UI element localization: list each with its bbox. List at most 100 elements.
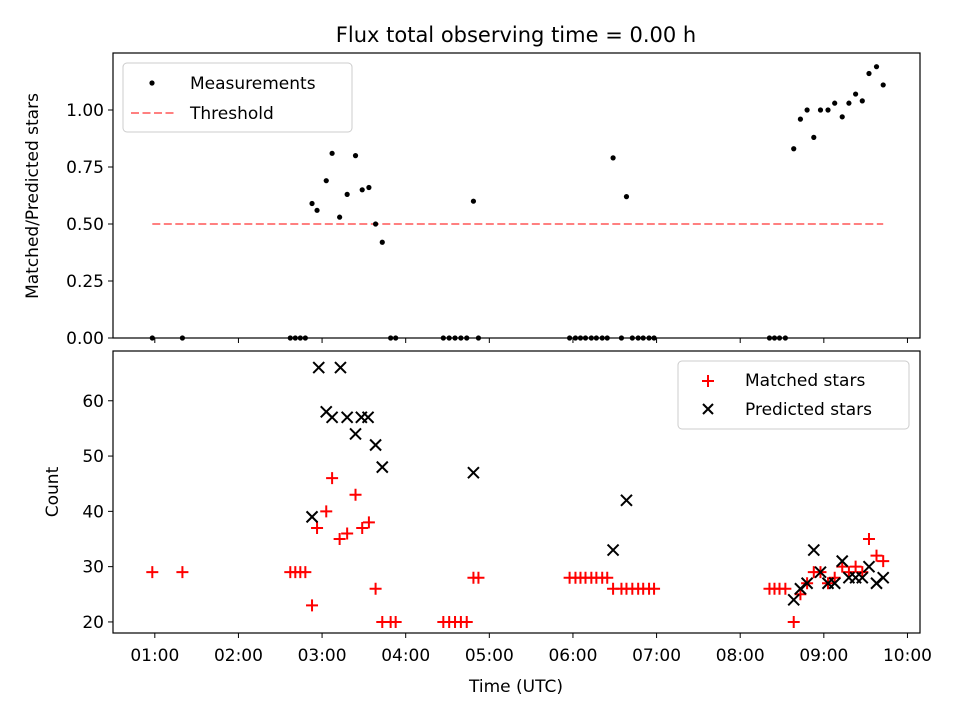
matched-star-point <box>320 505 333 518</box>
predicted-star-point <box>312 361 325 374</box>
predicted-star-point <box>334 361 347 374</box>
matched-star-point <box>849 560 862 573</box>
legend-predicted-marker <box>702 403 714 415</box>
measurement-point <box>314 207 320 213</box>
matched-star-point <box>333 533 346 545</box>
legend-measurements-marker <box>149 80 155 86</box>
matched-star-point <box>836 560 849 573</box>
bottom-y-tick-label: 40 <box>82 502 104 522</box>
matched-star-point <box>779 582 792 595</box>
measurement-point <box>359 187 365 193</box>
measurement-point <box>839 114 845 120</box>
measurement-point <box>329 150 335 156</box>
top-legend: Measurements Threshold <box>122 62 353 133</box>
top-y-tick-label: 0.25 <box>66 272 104 292</box>
measurement-point <box>623 194 630 200</box>
measurement-point <box>880 82 886 88</box>
matched-star-point <box>369 582 382 595</box>
predicted-star-point <box>856 571 869 584</box>
measurement-point <box>873 64 880 70</box>
x-tick-label: 01:00 <box>130 646 179 666</box>
legend-matched-marker <box>702 375 714 387</box>
measurement-point <box>309 200 315 207</box>
measurement-point <box>866 70 872 77</box>
predicted-star-point <box>305 510 319 524</box>
bottom-axes-frame <box>112 350 921 634</box>
bottom-y-tick-label: 30 <box>82 558 104 578</box>
matched-star-point <box>326 472 339 485</box>
matched-star-point <box>349 488 362 501</box>
predicted-star-point <box>620 494 633 507</box>
predicted-star-point <box>606 543 620 557</box>
bottom-y-tick-label: 50 <box>82 447 104 467</box>
measurement-point <box>791 146 797 152</box>
top-axes-frame <box>112 52 921 339</box>
matched-star-point <box>877 555 890 568</box>
matched-star-point <box>306 599 319 612</box>
measurement-point <box>804 107 810 113</box>
measurement-point <box>323 178 329 184</box>
top-y-tick-label: 1.00 <box>66 101 104 121</box>
top-y-ticks: 0.00 0.25 0.50 0.75 1.00 <box>66 101 113 349</box>
top-legend-box <box>122 62 353 133</box>
x-tick-label: 05:00 <box>465 646 514 666</box>
matched-star-point <box>356 521 369 534</box>
bottom-panel: 20 30 40 50 60 01:00 02:00 03:00 04:00 05:00 06:0… <box>43 350 932 697</box>
matched-star-point <box>389 615 402 628</box>
matched-star-point <box>299 566 312 579</box>
measurement-point <box>825 107 831 113</box>
x-tick-label: 04:00 <box>381 646 430 666</box>
measurement-point <box>352 153 359 159</box>
x-tick-label: 07:00 <box>632 646 681 666</box>
figure-title: Flux total observing time = 0.00 h <box>336 23 696 47</box>
matched-star-point <box>870 549 883 562</box>
matched-star-point <box>311 521 324 534</box>
top-y-tick-label: 0.75 <box>66 158 104 178</box>
legend-measurements-label: Measurements <box>190 74 316 94</box>
bottom-x-ticks: 01:00 02:00 03:00 04:00 05:00 06:00 07:00 08:00… <box>130 633 932 666</box>
x-tick-label: 06:00 <box>548 646 597 666</box>
x-tick-label: 09:00 <box>799 646 848 666</box>
predicted-star-point <box>376 460 389 474</box>
measurement-point <box>853 91 859 97</box>
x-tick-label: 02:00 <box>214 646 263 666</box>
legend-predicted-label: Predicted stars <box>745 400 872 420</box>
x-axis-label: Time (UTC) <box>468 677 563 697</box>
predicted-star-point <box>814 565 827 579</box>
bottom-y-ticks: 20 30 40 50 60 <box>82 392 113 633</box>
bottom-y-tick-label: 60 <box>82 392 104 412</box>
measurement-point <box>811 134 817 140</box>
bottom-marks <box>146 361 890 628</box>
bottom-y-tick-label: 20 <box>82 613 104 633</box>
predicted-star-point <box>467 466 480 479</box>
predicted-star-point <box>369 438 382 452</box>
bottom-legend: Matched stars Predicted stars <box>677 360 910 430</box>
x-tick-label: 08:00 <box>716 646 765 666</box>
matched-star-point <box>828 571 841 584</box>
predicted-star-point <box>862 560 876 573</box>
bottom-y-axis-label: Count <box>43 466 63 517</box>
predicted-star-point <box>349 427 362 441</box>
measurement-point <box>372 221 379 227</box>
matched-star-point <box>648 582 661 595</box>
matched-star-point <box>176 566 189 579</box>
top-y-tick-label: 0.50 <box>66 215 104 235</box>
measurement-point <box>337 214 343 220</box>
measurement-point <box>832 100 838 106</box>
measurement-point <box>344 191 350 197</box>
x-tick-label: 10:00 <box>883 646 932 666</box>
matched-star-point <box>362 516 375 529</box>
measurement-point <box>846 100 852 106</box>
top-x-ticks <box>154 338 908 343</box>
predicted-star-point <box>340 411 354 424</box>
predicted-star-point <box>800 577 814 590</box>
measurement-point <box>610 155 616 161</box>
predicted-star-point <box>836 554 849 568</box>
legend-threshold-label: Threshold <box>189 104 274 124</box>
matched-star-point <box>472 571 485 584</box>
top-panel: 0.00 0.25 0.50 0.75 1.00 Matched/Predicted s… <box>23 52 921 349</box>
matched-star-point <box>341 527 354 540</box>
predicted-star-point <box>807 543 821 557</box>
top-marks <box>149 64 886 341</box>
